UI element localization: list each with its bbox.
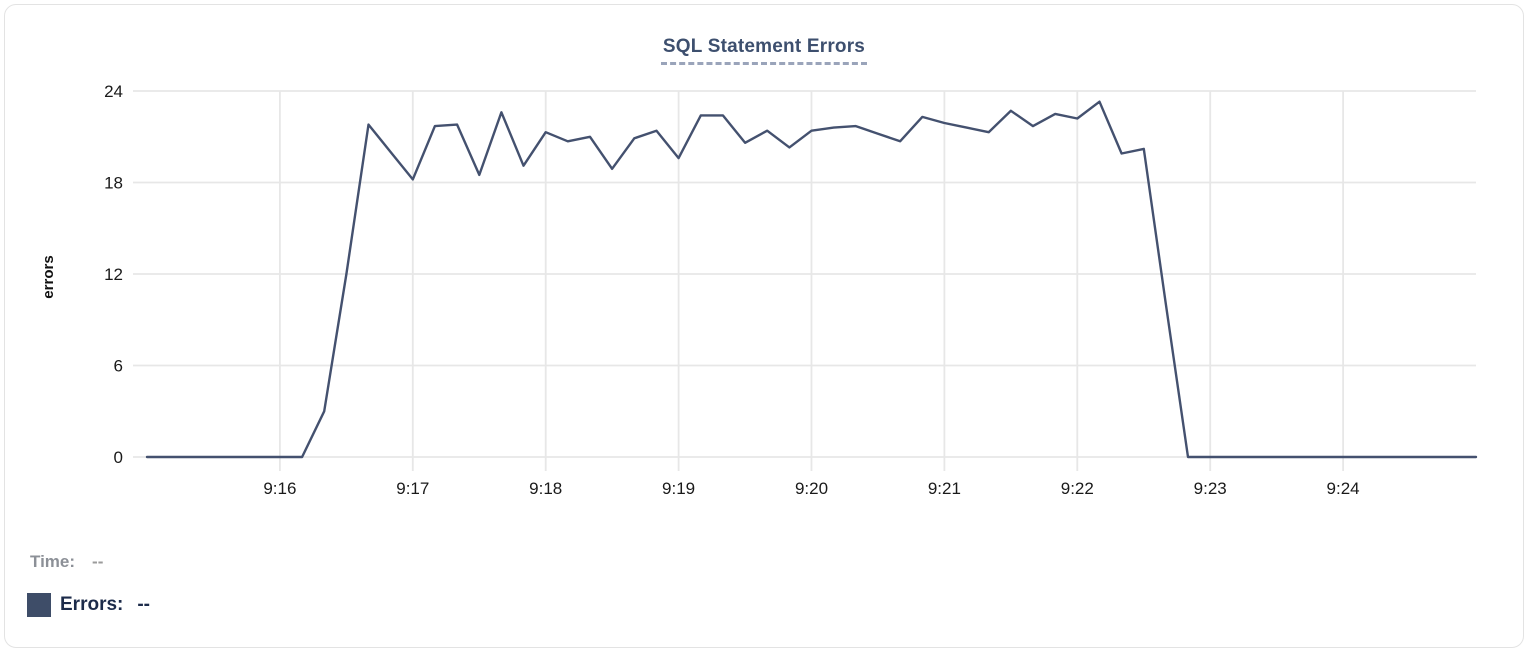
svg-text:9:24: 9:24 [1327, 479, 1360, 498]
svg-text:9:21: 9:21 [928, 479, 961, 498]
svg-text:9:22: 9:22 [1061, 479, 1094, 498]
svg-text:24: 24 [104, 82, 123, 101]
time-value: -- [92, 552, 104, 571]
svg-text:9:16: 9:16 [263, 479, 296, 498]
sql-statement-errors-line-chart[interactable]: 0 6 12 18 24 9:16 9:17 9:18 9:19 9:20 9:21 9:22 9:23… [5, 5, 1528, 517]
time-label: Time: [30, 552, 76, 571]
svg-text:9:20: 9:20 [795, 479, 828, 498]
hover-readout-time: Time: -- [30, 552, 103, 572]
legend-errors-series: Errors: -- [27, 593, 150, 617]
errors-series-swatch [27, 593, 51, 617]
errors-label: Errors: [60, 594, 124, 615]
chart-header: SQL Statement Errors [5, 36, 1523, 65]
svg-text:errors: errors [40, 255, 57, 298]
svg-text:9:17: 9:17 [396, 479, 429, 498]
svg-text:18: 18 [104, 174, 123, 193]
chart-card: SQL Statement Errors 0 6 12 18 24 9:16 9:17 9:1… [4, 4, 1524, 648]
svg-text:0: 0 [114, 448, 123, 467]
svg-text:9:19: 9:19 [662, 479, 695, 498]
svg-text:12: 12 [104, 265, 123, 284]
svg-text:9:23: 9:23 [1194, 479, 1227, 498]
errors-value: -- [137, 594, 151, 615]
chart-title-link[interactable]: SQL Statement Errors [660, 36, 868, 65]
svg-text:9:18: 9:18 [529, 479, 562, 498]
svg-text:6: 6 [114, 357, 123, 376]
